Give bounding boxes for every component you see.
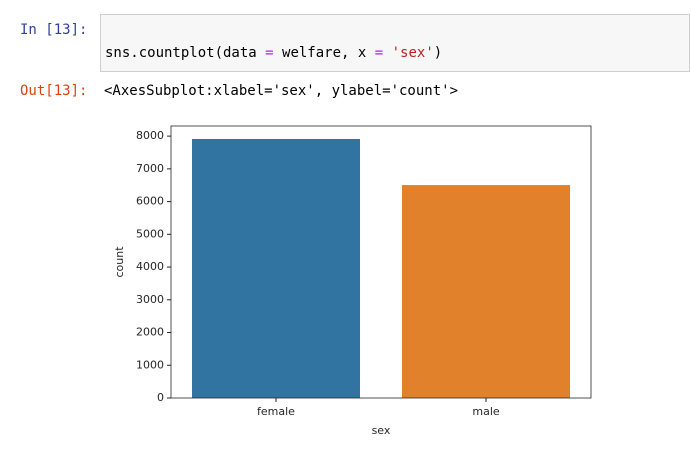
y-tick-label: 0 xyxy=(157,391,164,404)
bar xyxy=(402,185,570,398)
bar xyxy=(192,138,360,398)
x-axis-label: sex xyxy=(372,424,391,437)
code-token: 'sex' xyxy=(391,45,434,61)
y-axis-label: count xyxy=(113,246,126,278)
code-cell[interactable]: sns.countplot(data = welfare, x = 'sex') xyxy=(100,14,690,72)
y-tick-label: 2000 xyxy=(136,326,164,339)
y-tick-label: 7000 xyxy=(136,162,164,175)
y-tick-label: 8000 xyxy=(136,129,164,142)
axes-frame xyxy=(170,125,592,399)
y-tick-label: 4000 xyxy=(136,260,164,273)
code-token: ) xyxy=(433,45,443,61)
code-token: welfare, x xyxy=(273,45,375,61)
chart: count sex 0 1000 2000 3000 4000 5000 6000 7000 8… xyxy=(113,125,592,437)
code-token: = xyxy=(265,45,274,61)
output-text: <AxesSubplot:xlabel='sex', ylabel='count… xyxy=(104,83,459,99)
code-token: sns.countplot(data xyxy=(105,45,266,61)
output-prompt: Out[13]: xyxy=(20,83,88,99)
y-tick-label: 6000 xyxy=(136,195,164,208)
code-token xyxy=(383,45,391,61)
y-tick-label: 5000 xyxy=(136,227,164,240)
input-prompt: In [13]: xyxy=(20,22,88,38)
code: sns.countplot(data = welfare, x = 'sex') xyxy=(105,45,442,61)
x-tick-label: female xyxy=(257,405,295,418)
y-tick-label: 3000 xyxy=(136,293,164,306)
x-tick-label: male xyxy=(472,405,500,418)
code-token: = xyxy=(374,45,384,61)
y-tick-label: 1000 xyxy=(136,358,164,371)
